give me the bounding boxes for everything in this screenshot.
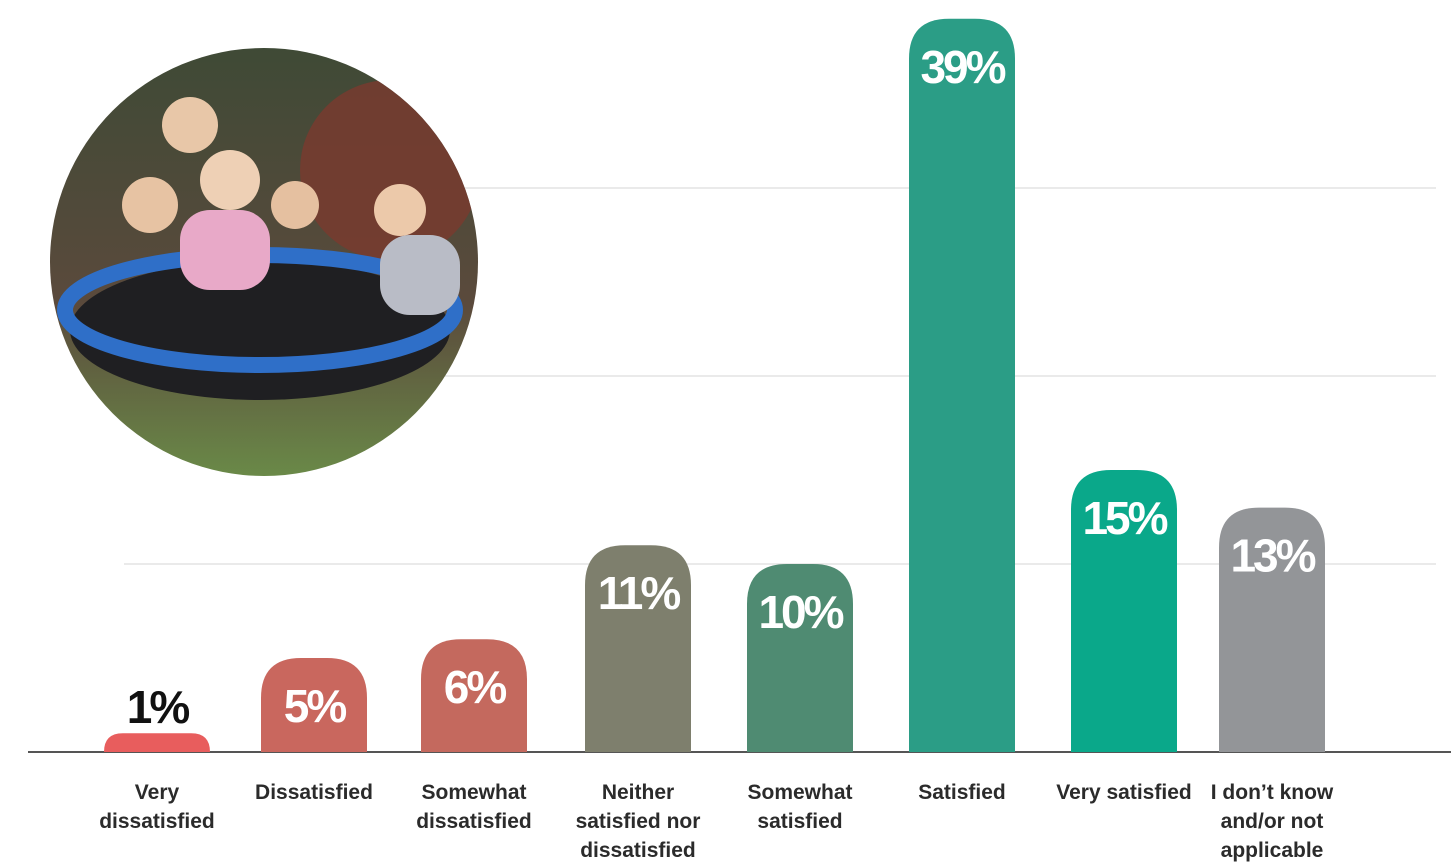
x-tick-label: Neither satisfied nor dissatisfied (575, 781, 701, 862)
bar (421, 639, 527, 752)
x-tick-label: Very dissatisfied (99, 781, 215, 833)
photo (50, 48, 478, 476)
bar (1219, 507, 1325, 752)
x-tick-label: Somewhat satisfied (747, 781, 853, 833)
bar (585, 545, 691, 752)
value-label: 6% (444, 661, 507, 713)
value-label: 11% (598, 567, 681, 619)
bar (909, 18, 1015, 753)
value-label: 1% (127, 681, 190, 733)
bar (1071, 470, 1177, 752)
value-label: 10% (758, 586, 843, 638)
x-tick-label: I don’t know and/or not applicable (1210, 781, 1334, 862)
x-tick-label: Dissatisfied (255, 781, 373, 804)
value-label: 39% (920, 41, 1005, 93)
value-label: 13% (1230, 530, 1315, 582)
x-tick-label: Satisfied (918, 781, 1006, 804)
value-label: 15% (1082, 492, 1167, 544)
x-tick-label: Somewhat dissatisfied (416, 781, 532, 833)
bar (261, 658, 367, 752)
x-tick-label: Very satisfied (1056, 781, 1192, 804)
bar (104, 733, 210, 752)
value-label: 5% (284, 680, 347, 732)
bar (747, 564, 853, 752)
